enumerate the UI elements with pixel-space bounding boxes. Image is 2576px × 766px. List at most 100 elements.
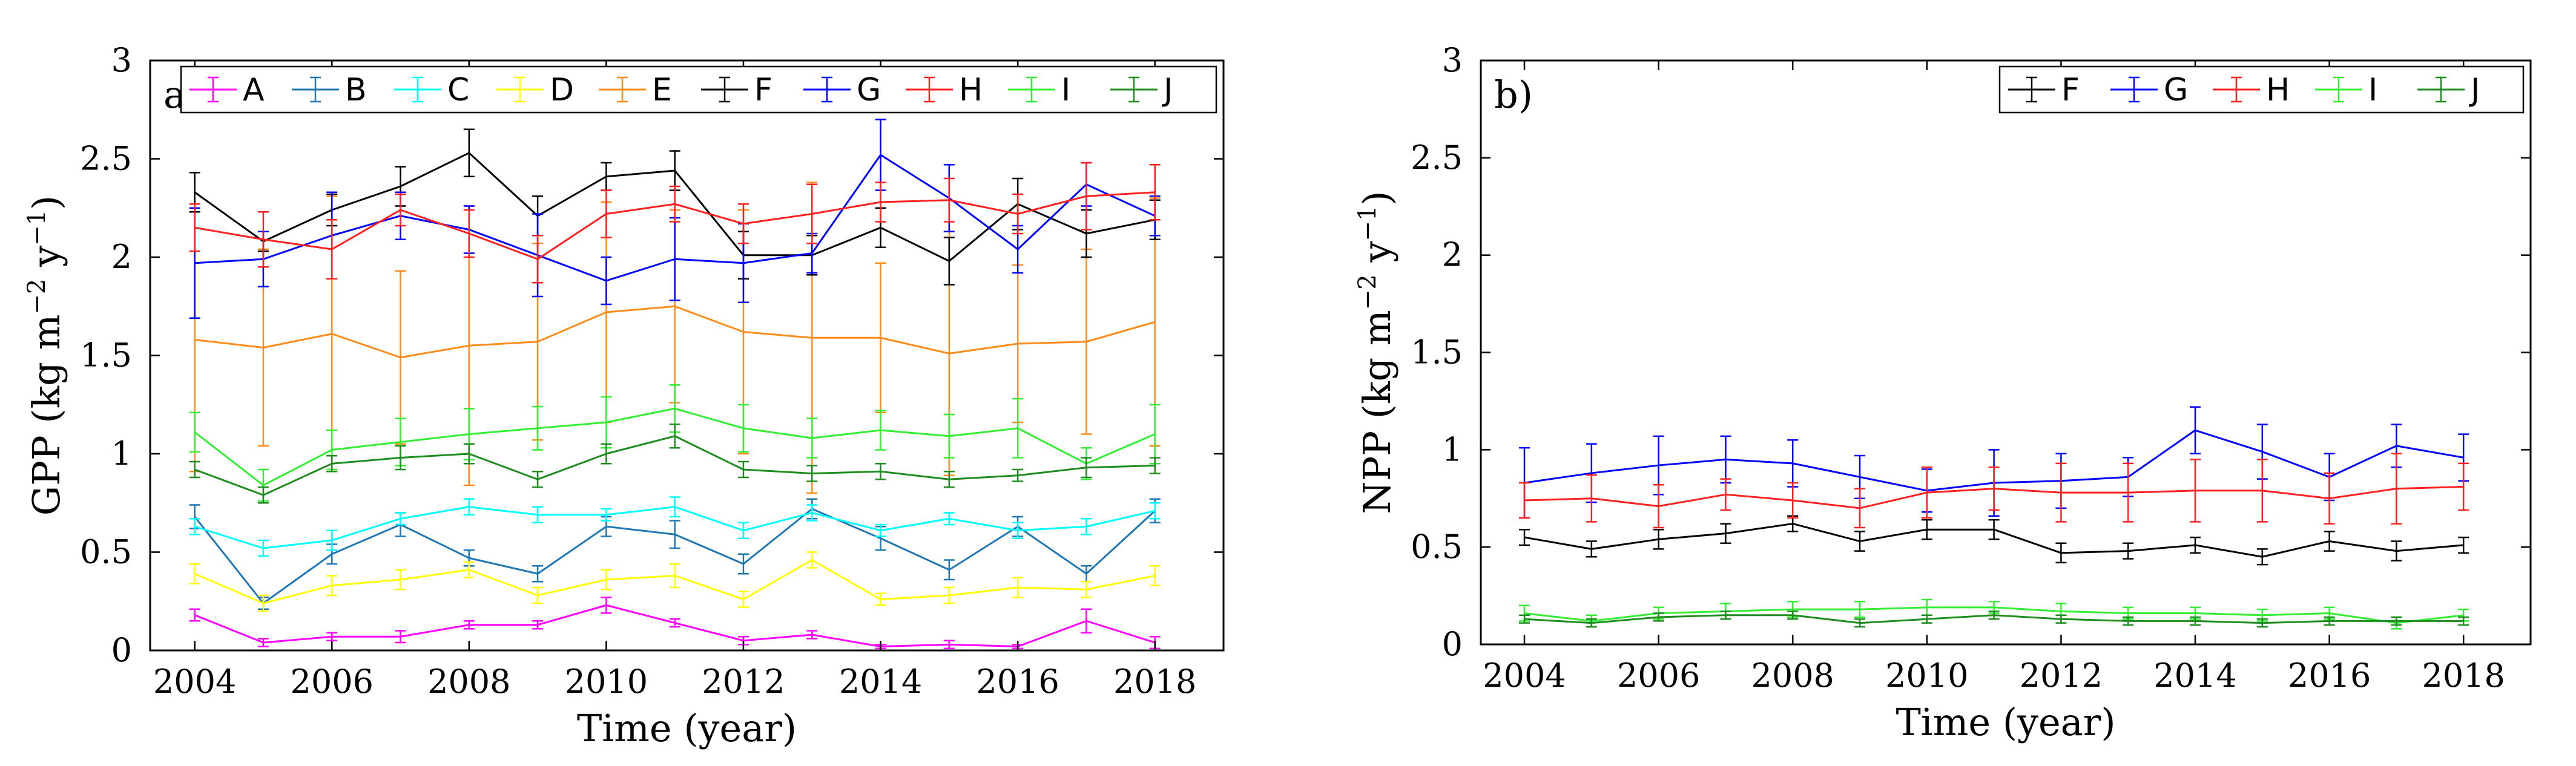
gpp-error-bar-H [257, 211, 269, 268]
npp-error-bar-J [2458, 616, 2469, 626]
npp-x-tick-label: 2016 [2288, 656, 2371, 695]
gpp-error-bar-B [943, 559, 955, 581]
npp-legend-label-I: I [2368, 72, 2377, 108]
gpp-x-tick-label: 2018 [1113, 663, 1196, 701]
npp-error-bar-J [1854, 618, 1866, 628]
npp-error-bar-H [1854, 488, 1866, 529]
npp-error-bar-H [2055, 462, 2067, 523]
gpp-error-bar-D [257, 594, 269, 612]
gpp-error-bar-D [669, 563, 680, 589]
npp-series-F [1519, 515, 2469, 566]
npp-legend-label-F: F [2061, 72, 2080, 108]
gpp-error-bar-J [943, 471, 955, 488]
npp-error-bar-H [2458, 462, 2469, 511]
gpp-error-bar-I [806, 417, 818, 459]
gpp-error-bar-C [669, 496, 680, 518]
gpp-error-bar-C [189, 518, 200, 535]
gpp-error-bar-A [326, 632, 338, 641]
npp-x-tick-label: 2004 [1483, 656, 1566, 695]
gpp-error-bar-C [326, 529, 338, 551]
npp-y-tick-label: 1.5 [1411, 333, 1463, 372]
gpp-error-bar-D [601, 569, 612, 591]
gpp-error-bar-A [532, 620, 544, 630]
gpp-y-tick-label: 1.5 [80, 336, 132, 375]
npp-y-tick-label: 3 [1442, 41, 1463, 79]
npp-error-bar-J [1519, 614, 1530, 624]
npp-error-bar-H [2190, 459, 2201, 523]
gpp-error-bar-B [737, 553, 749, 575]
gpp-legend-label-C: C [447, 72, 469, 108]
npp-x-tick-label: 2018 [2422, 656, 2505, 695]
gpp-legend-entry-I: I [1008, 72, 1070, 108]
gpp-series-H [189, 162, 1161, 284]
npp-error-bar-J [1720, 611, 1731, 620]
npp-chart-panel: 2004 2006 2008 2010 2012 2014 2016 2018 0 0.5 1 1.5… [1354, 41, 2532, 744]
npp-legend-label-J: J [2469, 72, 2480, 108]
npp-error-bar-F [2190, 536, 2201, 554]
gpp-legend: A B C D E F G H I J [180, 65, 1217, 114]
npp-error-bar-F [2123, 542, 2134, 560]
gpp-error-bar-C [1081, 518, 1092, 535]
gpp-legend-entry-D: D [496, 72, 574, 108]
npp-data-marks [1519, 406, 2469, 630]
gpp-error-bar-J [669, 424, 680, 449]
npp-y-axis-label: NPP (kg m−2 y−1) [1354, 191, 1399, 514]
gpp-legend-entry-J: J [1110, 72, 1173, 108]
gpp-x-tick-label: 2006 [291, 663, 374, 701]
gpp-x-axis-label: Time (year) [577, 706, 797, 750]
gpp-error-bar-G [601, 256, 612, 306]
npp-error-bar-J [2055, 614, 2067, 624]
gpp-error-bar-I [943, 413, 955, 459]
gpp-error-bar-A [257, 638, 269, 647]
npp-legend-entry-J: J [2417, 72, 2480, 108]
gpp-y-axis-label-end: ) [24, 195, 68, 210]
npp-error-bar-H [2256, 459, 2268, 523]
npp-error-bar-F [2256, 548, 2268, 566]
gpp-y-tick-label: 2.5 [80, 140, 132, 178]
gpp-series-B [189, 498, 1161, 610]
gpp-error-bar-A [806, 630, 818, 640]
npp-error-bar-H [1988, 466, 2000, 511]
gpp-error-bar-A [1081, 608, 1092, 633]
gpp-legend-label-G: G [857, 72, 881, 108]
npp-legend-box [1998, 65, 2525, 114]
gpp-legend-label-A: A [243, 72, 265, 108]
gpp-error-bar-H [463, 209, 475, 258]
gpp-legend-label-D: D [550, 72, 574, 108]
npp-series-J [1519, 611, 2469, 628]
gpp-x-tick-label: 2012 [702, 663, 785, 701]
npp-axis-ticks: 2004 2006 2008 2010 2012 2014 2016 2018 0 0.5 1 1.5… [1411, 41, 2531, 695]
gpp-error-bar-D [943, 586, 955, 604]
gpp-y-tick-label: 2 [111, 238, 132, 276]
gpp-legend-label-J: J [1162, 72, 1173, 108]
gpp-error-bar-A [601, 597, 612, 614]
npp-error-bar-J [2190, 616, 2201, 626]
gpp-error-bar-D [1149, 565, 1161, 586]
gpp-error-bar-I [1012, 398, 1024, 459]
gpp-legend-entry-A: A [189, 72, 265, 108]
npp-y-axis-label-exponent-1: −2 [1354, 274, 1382, 310]
npp-legend-entry-G: G [2110, 72, 2188, 108]
gpp-y-axis-label-mid: y [24, 246, 68, 279]
gpp-x-tick-label: 2008 [427, 663, 510, 701]
gpp-error-bar-H [669, 185, 680, 223]
gpp-error-bar-F [943, 237, 955, 286]
npp-error-bar-F [2391, 540, 2402, 561]
npp-error-bar-J [2324, 616, 2335, 626]
gpp-error-bar-H [1081, 162, 1092, 231]
npp-error-bar-F [1519, 528, 1530, 546]
gpp-error-bar-J [875, 463, 886, 480]
npp-error-bar-J [2391, 616, 2402, 626]
gpp-error-bar-A [943, 640, 955, 649]
npp-error-bar-J [2123, 616, 2134, 626]
npp-error-bar-F [1854, 531, 1866, 552]
gpp-error-bar-I [532, 405, 544, 451]
npp-error-bar-J [1586, 618, 1597, 628]
npp-error-bar-H [1653, 483, 1664, 529]
npp-y-axis-label-text: NPP (kg m [1355, 310, 1399, 514]
gpp-error-bar-H [737, 203, 749, 244]
npp-x-tick-label: 2008 [1751, 656, 1834, 695]
gpp-error-bar-C [395, 512, 406, 526]
gpp-y-axis-label: GPP (kg m−2 y−1) [23, 195, 68, 516]
